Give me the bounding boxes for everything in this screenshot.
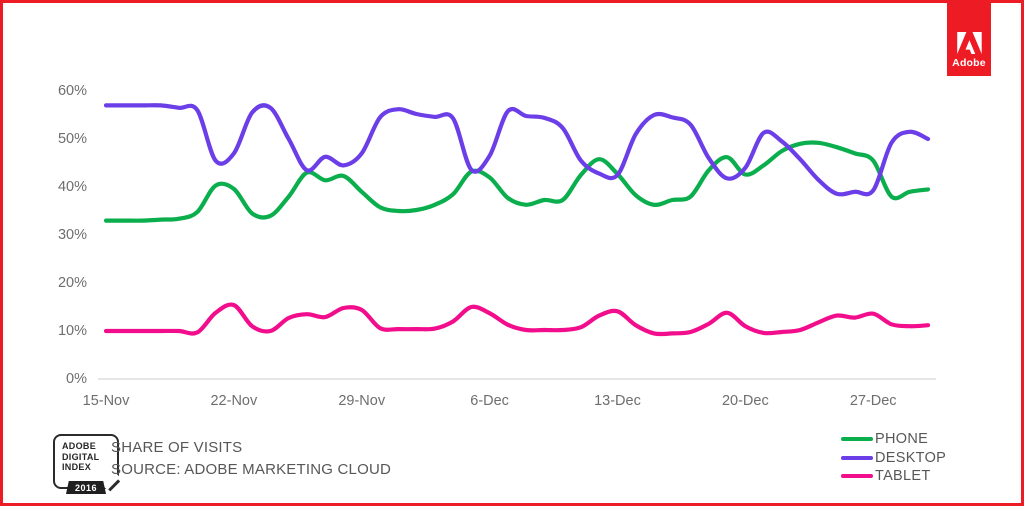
y-tick-label: 10% [57,323,87,339]
x-tick-label: 13-Dec [594,393,641,409]
chart-plot [98,103,936,380]
series-line-desktop [103,103,931,197]
chart-legend: PHONE DESKTOP TABLET [841,430,946,486]
legend-swatch [841,455,873,460]
y-tick-label: 0% [66,371,87,387]
adobe-a-icon [956,32,982,54]
legend-item-tablet: TABLET [841,467,946,486]
series-line-phone [103,140,931,223]
x-tick-label: 27-Dec [849,393,897,409]
y-tick-label: 60% [57,83,87,99]
badge-text: ADOBE DIGITAL INDEX [55,436,117,473]
badge-line-2: DIGITAL [62,451,100,462]
y-tick-label: 50% [57,131,87,147]
badge-line-3: INDEX [62,462,92,472]
badge-year: 2016 [66,481,107,494]
chart-title: SHARE OF VISITS [111,439,243,456]
legend-item-desktop: DESKTOP [841,449,946,468]
x-tick-label: 15-Nov [82,393,130,409]
series-line-tablet [103,302,931,337]
legend-swatch [841,437,873,442]
legend-label: PHONE [875,431,929,448]
footer-titles: SHARE OF VISITS SOURCE: ADOBE MARKETING … [111,437,391,480]
x-tick-label: 29-Nov [338,393,386,409]
x-tick-label: 22-Nov [210,393,258,409]
y-tick-label: 20% [57,275,87,291]
x-tick-label: 20-Dec [721,393,769,409]
adobe-logo: Adobe [947,3,991,76]
adi-badge: ADOBE DIGITAL INDEX 2016 [53,434,120,494]
badge-corner-notch [108,478,120,491]
legend-swatch [841,474,873,479]
chart-source: SOURCE: ADOBE MARKETING CLOUD [111,460,392,478]
badge-line-1: ADOBE [62,441,97,451]
y-tick-label: 30% [57,227,87,243]
adobe-logo-label: Adobe [952,57,986,69]
legend-item-phone: PHONE [841,430,946,449]
y-tick-label: 40% [57,179,87,195]
legend-label: DESKTOP [875,449,947,466]
x-tick-label: 6-Dec [470,393,509,409]
legend-label: TABLET [875,468,931,485]
